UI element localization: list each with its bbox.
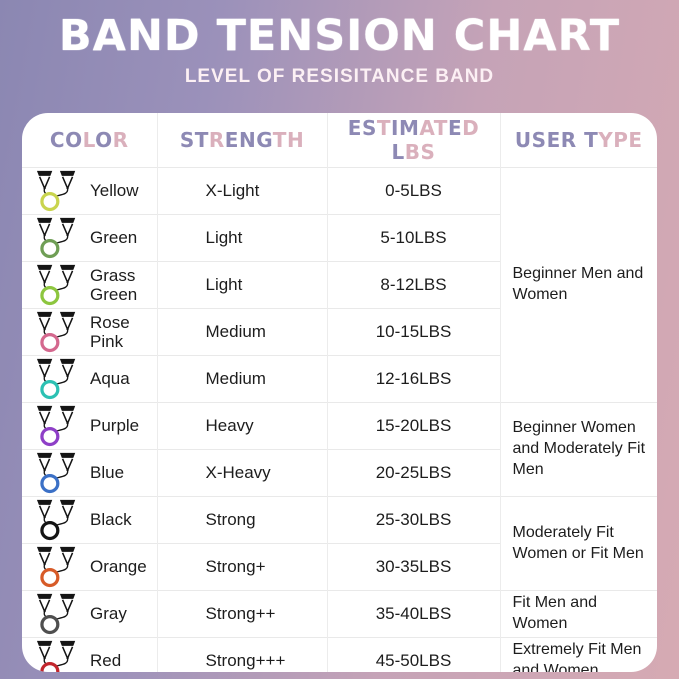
color-cell: Rose Pink — [22, 308, 157, 356]
resistance-band-icon — [34, 169, 82, 213]
strength-cell: Light — [156, 214, 327, 262]
color-cell: Red — [22, 637, 157, 672]
strength-cell: X-Light — [156, 167, 327, 215]
strength-cell: Medium — [156, 308, 327, 356]
estimated-lbs-cell: 12-16LBS — [326, 355, 500, 403]
strength-cell: X-Heavy — [156, 449, 327, 497]
color-label: Green — [90, 228, 138, 248]
strength-cell: Light — [156, 261, 327, 309]
strength-cell: Heavy — [156, 402, 327, 450]
color-label: Orange — [90, 557, 147, 577]
color-label: Blue — [90, 463, 125, 483]
resistance-band-icon — [34, 263, 82, 307]
resistance-band-icon — [34, 404, 82, 448]
user-type-cell: Moderately Fit Women or Fit Men — [499, 496, 657, 591]
estimated-lbs-cell: 20-25LBS — [326, 449, 500, 497]
column-header-strength: STRENGTH — [156, 113, 327, 168]
estimated-lbs-cell: 45-50LBS — [326, 637, 500, 672]
color-label: Grass Green — [90, 265, 138, 304]
table-row-yellow: Yellow X-Light 0-5LBS Beginner Men and Wome… — [22, 167, 657, 403]
resistance-band-icon — [34, 310, 82, 354]
resistance-band-icon — [34, 357, 82, 401]
resistance-band-icon — [34, 451, 82, 495]
color-cell: Purple — [22, 402, 157, 450]
table-row-rose-pink: Rose Pink Medium 10-15LBS — [22, 308, 657, 356]
color-cell: Blue — [22, 449, 157, 497]
estimated-lbs-cell: 8-12LBS — [326, 261, 500, 309]
hero-header: BAND TENSION CHART LEVEL OF RESISITANCE … — [0, 0, 679, 88]
user-type-cell: Fit Men and Women — [499, 590, 657, 638]
color-label: Gray — [90, 604, 127, 624]
table-row-aqua: Aqua Medium 12-16LBS — [22, 355, 657, 403]
user-type-cell: Beginner Women and Moderately Fit Men — [499, 402, 657, 497]
column-header-user-type: USER TYPE — [499, 113, 657, 168]
strength-cell: Medium — [156, 355, 327, 403]
page-subtitle: LEVEL OF RESISITANCE BAND — [184, 66, 495, 88]
strength-cell: Strong+++ — [156, 637, 327, 672]
color-label: Aqua — [90, 369, 130, 389]
estimated-lbs-cell: 30-35LBS — [326, 543, 500, 591]
user-type-cell: Extremely Fit Men and Women — [499, 637, 657, 672]
color-cell: Yellow — [22, 167, 157, 215]
table-row-black: Black Strong 25-30LBS Moderately Fit Women … — [22, 496, 657, 591]
column-header-color: COLOR — [49, 128, 129, 152]
strength-cell: Strong — [156, 496, 327, 544]
column-header-estimated-lbs: ESTIMATED LBS — [326, 113, 500, 168]
color-label: Red — [90, 651, 122, 671]
color-label: Yellow — [90, 181, 139, 201]
color-label: Purple — [90, 416, 140, 436]
table-row-grass-green: Grass Green Light 8-12LBS — [22, 261, 657, 309]
table-row-green: Green Light 5-10LBS — [22, 214, 657, 262]
color-cell: Orange — [22, 543, 157, 591]
table-header: COLOR STRENGTH ESTIMATED LBS USER TYPE — [22, 113, 657, 168]
header-row: COLOR STRENGTH ESTIMATED LBS USER TYPE — [22, 113, 657, 168]
estimated-lbs-cell: 35-40LBS — [326, 590, 500, 638]
strength-cell: Strong++ — [156, 590, 327, 638]
tension-table-card: COLOR STRENGTH ESTIMATED LBS USER TYPE Yell… — [22, 113, 657, 672]
page-title: BAND TENSION CHART — [58, 11, 621, 61]
color-label: Rose Pink — [90, 312, 130, 351]
table-row-orange: Orange Strong+ 30-35LBS — [22, 543, 657, 591]
color-label: Black — [90, 510, 132, 530]
estimated-lbs-cell: 15-20LBS — [326, 402, 500, 450]
estimated-lbs-cell: 0-5LBS — [326, 167, 500, 215]
resistance-band-icon — [34, 498, 82, 542]
color-cell: Black — [22, 496, 157, 544]
resistance-band-icon — [34, 639, 82, 672]
resistance-band-icon — [34, 216, 82, 260]
table-row-red: Red Strong+++ 45-50LBS Extremely Fit Men an… — [22, 637, 657, 672]
strength-cell: Strong+ — [156, 543, 327, 591]
user-type-cell: Beginner Men and Women — [499, 167, 657, 403]
color-cell: Green — [22, 214, 157, 262]
resistance-band-icon — [34, 592, 82, 636]
table-body: Yellow X-Light 0-5LBS Beginner Men and Wome… — [22, 167, 657, 672]
tension-table: COLOR STRENGTH ESTIMATED LBS USER TYPE Yell… — [22, 113, 657, 672]
table-row-blue: Blue X-Heavy 20-25LBS — [22, 449, 657, 497]
table-row-gray: Gray Strong++ 35-40LBS Fit Men and Women — [22, 590, 657, 638]
resistance-band-icon — [34, 545, 82, 589]
estimated-lbs-cell: 10-15LBS — [326, 308, 500, 356]
table-row-purple: Purple Heavy 15-20LBS Beginner Women and Mo… — [22, 402, 657, 497]
estimated-lbs-cell: 5-10LBS — [326, 214, 500, 262]
color-cell: Grass Green — [22, 261, 157, 309]
color-cell: Gray — [22, 590, 157, 638]
estimated-lbs-cell: 25-30LBS — [326, 496, 500, 544]
color-cell: Aqua — [22, 355, 157, 403]
